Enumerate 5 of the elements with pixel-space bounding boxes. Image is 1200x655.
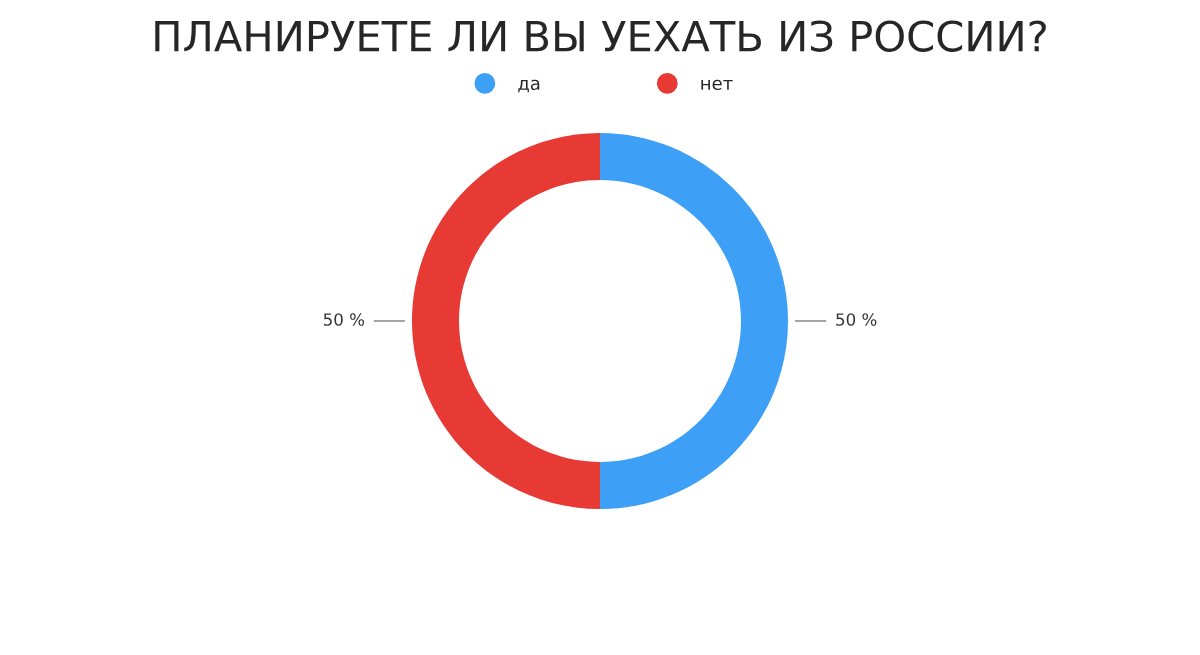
data-label: 50 % [836,313,877,326]
legend-label: да [518,79,540,93]
data-label: 50 % [323,313,365,326]
legend-label: нет [701,79,733,91]
chart-title: ПЛАНИРУЕТЕ ЛИ ВЫ УЕХАТЬ ИЗ РОССИИ? [155,20,1046,52]
